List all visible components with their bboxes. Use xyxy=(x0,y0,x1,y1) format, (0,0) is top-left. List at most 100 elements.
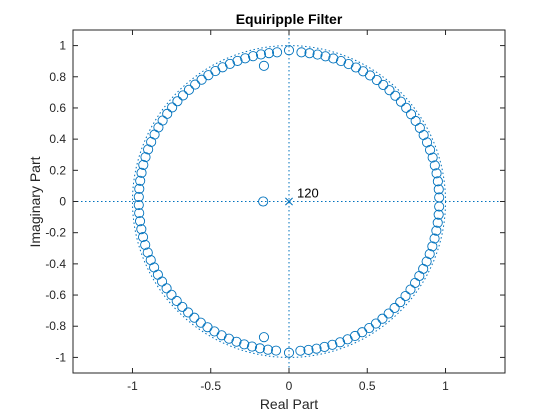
zero-marker xyxy=(240,53,251,64)
zero-marker xyxy=(255,49,267,60)
zero-marker xyxy=(258,196,269,207)
y-tick-label: -0.8 xyxy=(45,319,66,333)
chart-title: Equiripple Filter xyxy=(236,11,343,27)
zero-marker xyxy=(303,344,314,355)
zero-marker xyxy=(247,51,259,62)
x-tick-label: -0.5 xyxy=(200,379,221,393)
zero-marker xyxy=(427,241,438,252)
zero-marker xyxy=(196,74,207,85)
y-tick-label: -0.2 xyxy=(45,226,66,240)
y-tick-label: -1 xyxy=(55,350,66,364)
zero-marker xyxy=(177,90,189,101)
zero-marker xyxy=(401,102,412,113)
y-tick-label: 1 xyxy=(59,39,66,53)
zero-marker xyxy=(246,341,258,352)
zero-marker xyxy=(134,208,145,219)
zero-marker xyxy=(384,85,395,96)
zero-marker xyxy=(231,336,242,347)
zero-marker xyxy=(433,184,444,195)
zero-marker xyxy=(263,48,275,59)
y-tick-label: 0.8 xyxy=(49,70,66,84)
zero-marker xyxy=(295,345,306,356)
zero-marker xyxy=(406,109,417,120)
zero-marker xyxy=(172,96,183,107)
zero-marker xyxy=(254,343,265,354)
pole-multiplicity-label: 120 xyxy=(297,186,319,201)
zero-marker xyxy=(377,313,388,324)
zero-marker xyxy=(427,152,438,163)
zero-marker xyxy=(395,96,406,107)
zero-marker xyxy=(304,48,315,59)
zero-marker xyxy=(143,144,154,155)
zero-marker xyxy=(378,79,389,90)
y-tick-label: 0 xyxy=(59,195,66,209)
zero-marker xyxy=(429,160,440,171)
zero-marker xyxy=(189,312,200,323)
zero-marker xyxy=(136,167,147,178)
zero-marker xyxy=(138,159,149,170)
zero-marker xyxy=(429,233,440,244)
zero-marker xyxy=(140,239,151,250)
zero-marker xyxy=(296,47,307,58)
zero-marker xyxy=(283,45,295,56)
zero-marker xyxy=(327,339,338,350)
zero-marker xyxy=(383,308,394,319)
y-tick-label: -0.6 xyxy=(45,288,66,302)
zero-marker xyxy=(319,341,330,352)
zero-marker xyxy=(134,183,145,194)
zero-marker xyxy=(177,301,188,312)
pole-marker xyxy=(285,197,293,206)
zero-marker xyxy=(135,175,146,186)
y-tick-label: 0.2 xyxy=(49,163,66,177)
zero-marker xyxy=(433,209,444,220)
zero-marker xyxy=(134,216,146,227)
zero-marker xyxy=(434,201,445,212)
zero-marker xyxy=(262,344,274,355)
zero-marker xyxy=(183,84,194,95)
zero-marker xyxy=(431,225,442,236)
zero-marker xyxy=(370,318,381,329)
zero-marker xyxy=(258,332,270,343)
x-tick-label: 1 xyxy=(442,379,449,393)
zero-marker xyxy=(390,90,401,101)
zero-marker xyxy=(312,49,323,60)
y-tick-label: 0.4 xyxy=(49,132,66,146)
zero-marker xyxy=(133,199,144,211)
zero-marker xyxy=(311,343,322,354)
zero-marker xyxy=(283,347,295,358)
zero-marker xyxy=(166,289,177,300)
y-tick-label: 0.6 xyxy=(49,101,66,115)
zero-marker xyxy=(431,168,442,179)
zero-marker xyxy=(161,283,172,294)
zero-marker xyxy=(432,217,443,228)
zero-marker xyxy=(183,307,194,318)
zero-marker xyxy=(432,176,443,187)
zero-marker xyxy=(320,51,331,62)
zero-marker xyxy=(137,232,149,243)
y-axis-label: Imaginary Part xyxy=(27,156,43,247)
zero-marker xyxy=(190,79,201,90)
zero-marker xyxy=(400,290,411,302)
zero-marker xyxy=(133,191,144,202)
zero-marker xyxy=(395,297,406,308)
zero-marker xyxy=(258,60,270,71)
zero-marker xyxy=(270,345,282,356)
pole-marker-stroke xyxy=(285,197,293,206)
zero-marker xyxy=(167,102,178,113)
zero-marker xyxy=(424,248,435,260)
zero-marker xyxy=(239,339,250,350)
zero-marker xyxy=(171,295,182,307)
x-tick-label: -1 xyxy=(127,379,138,393)
y-tick-label: -0.4 xyxy=(45,257,66,271)
plot-area: 120 -1 -0.5 0 0.5 1 -1 -0.8 -0.6 -0.4 -0.2 0 0.2 0.4 0… xyxy=(45,29,506,393)
zero-marker xyxy=(335,56,347,67)
zero-marker xyxy=(272,47,283,58)
zero-marker xyxy=(140,152,151,163)
x-tick-label: 0 xyxy=(286,379,293,393)
plot-content xyxy=(73,30,505,373)
zero-marker xyxy=(389,302,400,314)
zero-marker xyxy=(328,53,339,64)
